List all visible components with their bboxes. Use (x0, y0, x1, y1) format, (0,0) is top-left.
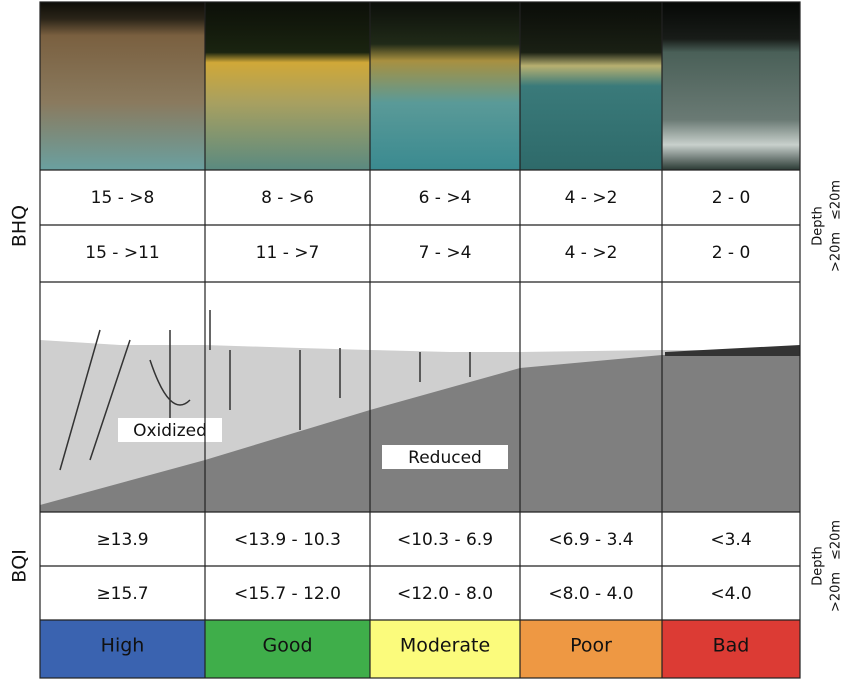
reduced-layer (40, 355, 800, 512)
depth-deep: >20m (829, 572, 844, 612)
depth-title: Depth (811, 206, 826, 246)
bqi-cell: ≥15.7 (96, 584, 148, 604)
oxidized-label: Oxidized (133, 421, 207, 441)
bqi-cell: <8.0 - 4.0 (548, 584, 633, 604)
bhq-cell: 4 - >2 (565, 243, 618, 263)
class-label: High (101, 635, 145, 657)
bqi-cell: <13.9 - 10.3 (234, 530, 341, 550)
bqi-cell: <4.0 (710, 584, 751, 604)
bhq-cell: 11 - >7 (256, 243, 320, 263)
reduced-label: Reduced (408, 448, 482, 468)
surface-film (665, 345, 800, 356)
label-box (382, 445, 508, 469)
bhq-cell: 7 - >4 (419, 243, 472, 263)
class-label: Good (262, 635, 312, 657)
photo (520, 2, 662, 170)
depth-shallow: ≤20m (829, 520, 844, 560)
bhq-depth: Depth ≤20m >20m (811, 180, 844, 272)
bqi-depth: Depth ≤20m >20m (811, 520, 844, 612)
bhq-cell: 2 - 0 (712, 243, 751, 263)
bqi-cell: <12.0 - 8.0 (397, 584, 493, 604)
photo (40, 2, 205, 170)
depth-deep: >20m (829, 232, 844, 272)
depth-shallow: ≤20m (829, 180, 844, 220)
bhq-cell: 15 - >11 (85, 243, 159, 263)
bqi-cell: ≥13.9 (96, 530, 148, 550)
bqi-cell: <3.4 (710, 530, 751, 550)
burrows (59, 310, 471, 471)
bqi-cell: <15.7 - 12.0 (234, 584, 341, 604)
bhq-cell: 6 - >4 (419, 188, 472, 208)
class-label: Moderate (400, 635, 490, 657)
photo (662, 2, 800, 170)
photo (205, 2, 370, 170)
class-label: Bad (713, 635, 750, 657)
bhq-cell: 15 - >8 (91, 188, 155, 208)
bqi-cell: <6.9 - 3.4 (548, 530, 633, 550)
depth-title: Depth (811, 546, 826, 586)
bqi-cell: <10.3 - 6.9 (397, 530, 493, 550)
photo (370, 2, 520, 170)
bqi-label: BQI (9, 549, 31, 583)
bhq-cell: 4 - >2 (565, 188, 618, 208)
photos (40, 2, 800, 170)
table-lines (39, 1, 801, 679)
bhq-cell: 8 - >6 (261, 188, 314, 208)
class-cell (39, 619, 206, 679)
bhq-label: BHQ (9, 205, 31, 247)
profile-drawing: Oxidized Reduced (40, 282, 800, 512)
class-label: Poor (570, 635, 612, 657)
bhq-cell: 2 - 0 (712, 188, 751, 208)
